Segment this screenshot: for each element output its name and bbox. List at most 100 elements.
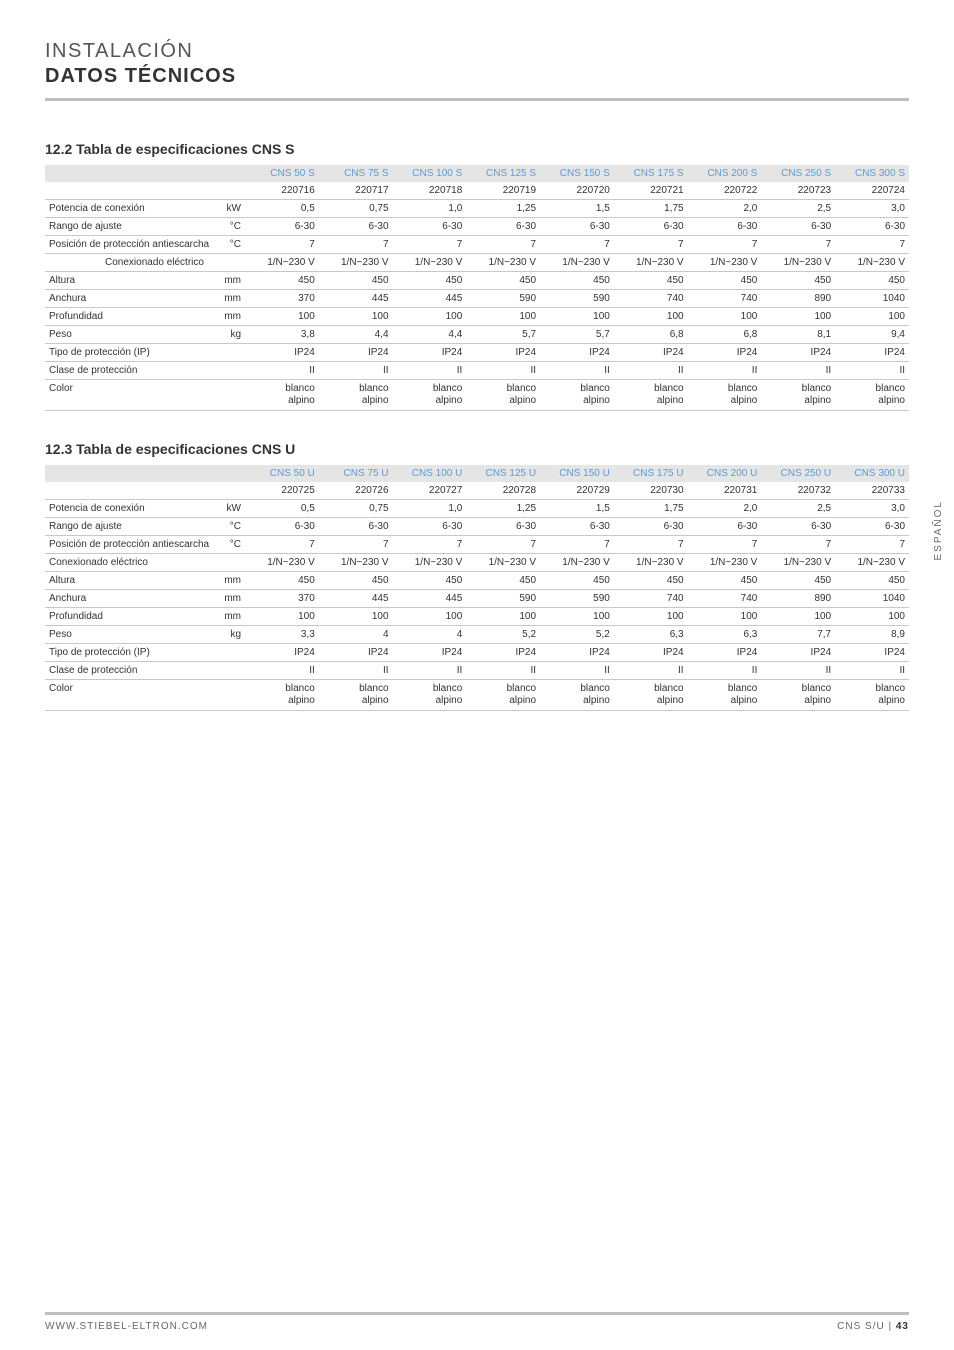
cell-value: 590 — [466, 590, 540, 608]
table-row: Clase de protecciónIIIIIIIIIIIIIIIIII — [45, 362, 909, 380]
cell-value: IP24 — [393, 344, 467, 362]
cell-value: 100 — [466, 308, 540, 326]
cell-value: 7 — [393, 536, 467, 554]
cell-value: 6,8 — [688, 326, 762, 344]
cell-value: 4 — [393, 626, 467, 644]
model-code: 220720 — [540, 182, 614, 200]
page-footer: WWW.STIEBEL-ELTRON.COM CNS S/U | 43 — [45, 1312, 909, 1332]
row-label: Rango de ajuste — [45, 518, 215, 536]
spec-table-u: CNS 50 UCNS 75 UCNS 100 UCNS 125 UCNS 15… — [45, 465, 909, 711]
cell-value: 450 — [540, 272, 614, 290]
cell-value: 100 — [319, 608, 393, 626]
cell-value: 450 — [614, 272, 688, 290]
cell-value: 0,5 — [245, 200, 319, 218]
cell-value: 1/N~230 V — [319, 554, 393, 572]
cell-value: II — [540, 662, 614, 680]
cell-value: II — [688, 662, 762, 680]
cell-value: 100 — [761, 608, 835, 626]
cell-value: 7 — [688, 236, 762, 254]
model-code: 220718 — [393, 182, 467, 200]
cell-value: 370 — [245, 590, 319, 608]
cell-value: IP24 — [835, 644, 909, 662]
model-code: 220717 — [319, 182, 393, 200]
cell-value: blancoalpino — [466, 380, 540, 411]
cell-value: 740 — [688, 290, 762, 308]
cell-value: 6-30 — [835, 518, 909, 536]
table-row: Potencia de conexiónkW0,50,751,01,251,51… — [45, 500, 909, 518]
cell-value: 6-30 — [319, 218, 393, 236]
row-unit: °C — [215, 218, 245, 236]
cell-value: 450 — [688, 572, 762, 590]
cell-value: II — [761, 662, 835, 680]
cell-value: 7 — [245, 536, 319, 554]
table-row: Clase de protecciónIIIIIIIIIIIIIIIIII — [45, 662, 909, 680]
cell-value: 100 — [319, 308, 393, 326]
cell-value: II — [835, 362, 909, 380]
cell-value: 6-30 — [245, 518, 319, 536]
model-code: 220719 — [466, 182, 540, 200]
cell-value: IP24 — [466, 644, 540, 662]
cell-value: 4,4 — [393, 326, 467, 344]
cell-value: IP24 — [688, 644, 762, 662]
cell-value: 100 — [540, 308, 614, 326]
cell-value: 4 — [319, 626, 393, 644]
cell-value: II — [393, 362, 467, 380]
cell-value: 1040 — [835, 590, 909, 608]
model-header: CNS 200 U — [688, 465, 762, 482]
language-tab: ESPAÑOL — [933, 500, 944, 561]
cell-value: 6-30 — [761, 218, 835, 236]
cell-value: 1,5 — [540, 200, 614, 218]
row-label: Clase de protección — [45, 662, 215, 680]
row-unit: kW — [215, 500, 245, 518]
row-unit — [215, 344, 245, 362]
cell-value: 445 — [393, 590, 467, 608]
model-header: CNS 150 U — [540, 465, 614, 482]
cell-value: 7 — [319, 536, 393, 554]
row-unit — [215, 380, 245, 411]
cell-value: 450 — [319, 272, 393, 290]
cell-value: 1/N~230 V — [393, 254, 467, 272]
cell-value: blancoalpino — [393, 380, 467, 411]
table-row: Tipo de protección (IP)IP24IP24IP24IP24I… — [45, 344, 909, 362]
cell-value: 6-30 — [614, 518, 688, 536]
cell-value: 100 — [614, 608, 688, 626]
cell-value: 450 — [761, 272, 835, 290]
cell-value: 2,0 — [688, 500, 762, 518]
cell-value: IP24 — [614, 344, 688, 362]
cell-value: 740 — [614, 290, 688, 308]
cell-value: blancoalpino — [245, 380, 319, 411]
cell-value: 740 — [614, 590, 688, 608]
model-header: CNS 150 S — [540, 165, 614, 182]
cell-value: 6,3 — [614, 626, 688, 644]
model-header: CNS 200 S — [688, 165, 762, 182]
cell-value: 1/N~230 V — [835, 254, 909, 272]
table-row: Profundidadmm100100100100100100100100100 — [45, 608, 909, 626]
cell-value: blancoalpino — [466, 680, 540, 711]
cell-value: II — [319, 662, 393, 680]
cell-value: II — [245, 662, 319, 680]
cell-value: 6-30 — [761, 518, 835, 536]
model-header: CNS 125 U — [466, 465, 540, 482]
cell-value: 450 — [393, 272, 467, 290]
row-unit: kg — [215, 626, 245, 644]
cell-value: 7 — [393, 236, 467, 254]
cell-value: 1,0 — [393, 500, 467, 518]
cell-value: 7 — [466, 536, 540, 554]
model-code: 220716 — [245, 182, 319, 200]
cell-value: 590 — [466, 290, 540, 308]
cell-value: 1,5 — [540, 500, 614, 518]
heading-line1: INSTALACIÓN — [45, 40, 909, 63]
cell-value: IP24 — [540, 344, 614, 362]
cell-value: 3,3 — [245, 626, 319, 644]
model-code: 220728 — [466, 482, 540, 500]
cell-value: 450 — [466, 272, 540, 290]
cell-value: IP24 — [761, 644, 835, 662]
table-row: Colorblancoalpinoblancoalpinoblancoalpin… — [45, 380, 909, 411]
cell-value: 5,7 — [466, 326, 540, 344]
row-label: Posición de protección antiescarcha — [45, 236, 215, 254]
row-label: Posición de protección antiescarcha — [45, 536, 215, 554]
cell-value: 6-30 — [245, 218, 319, 236]
cell-value: blancoalpino — [835, 380, 909, 411]
cell-value: II — [466, 362, 540, 380]
cell-value: 1/N~230 V — [245, 254, 319, 272]
